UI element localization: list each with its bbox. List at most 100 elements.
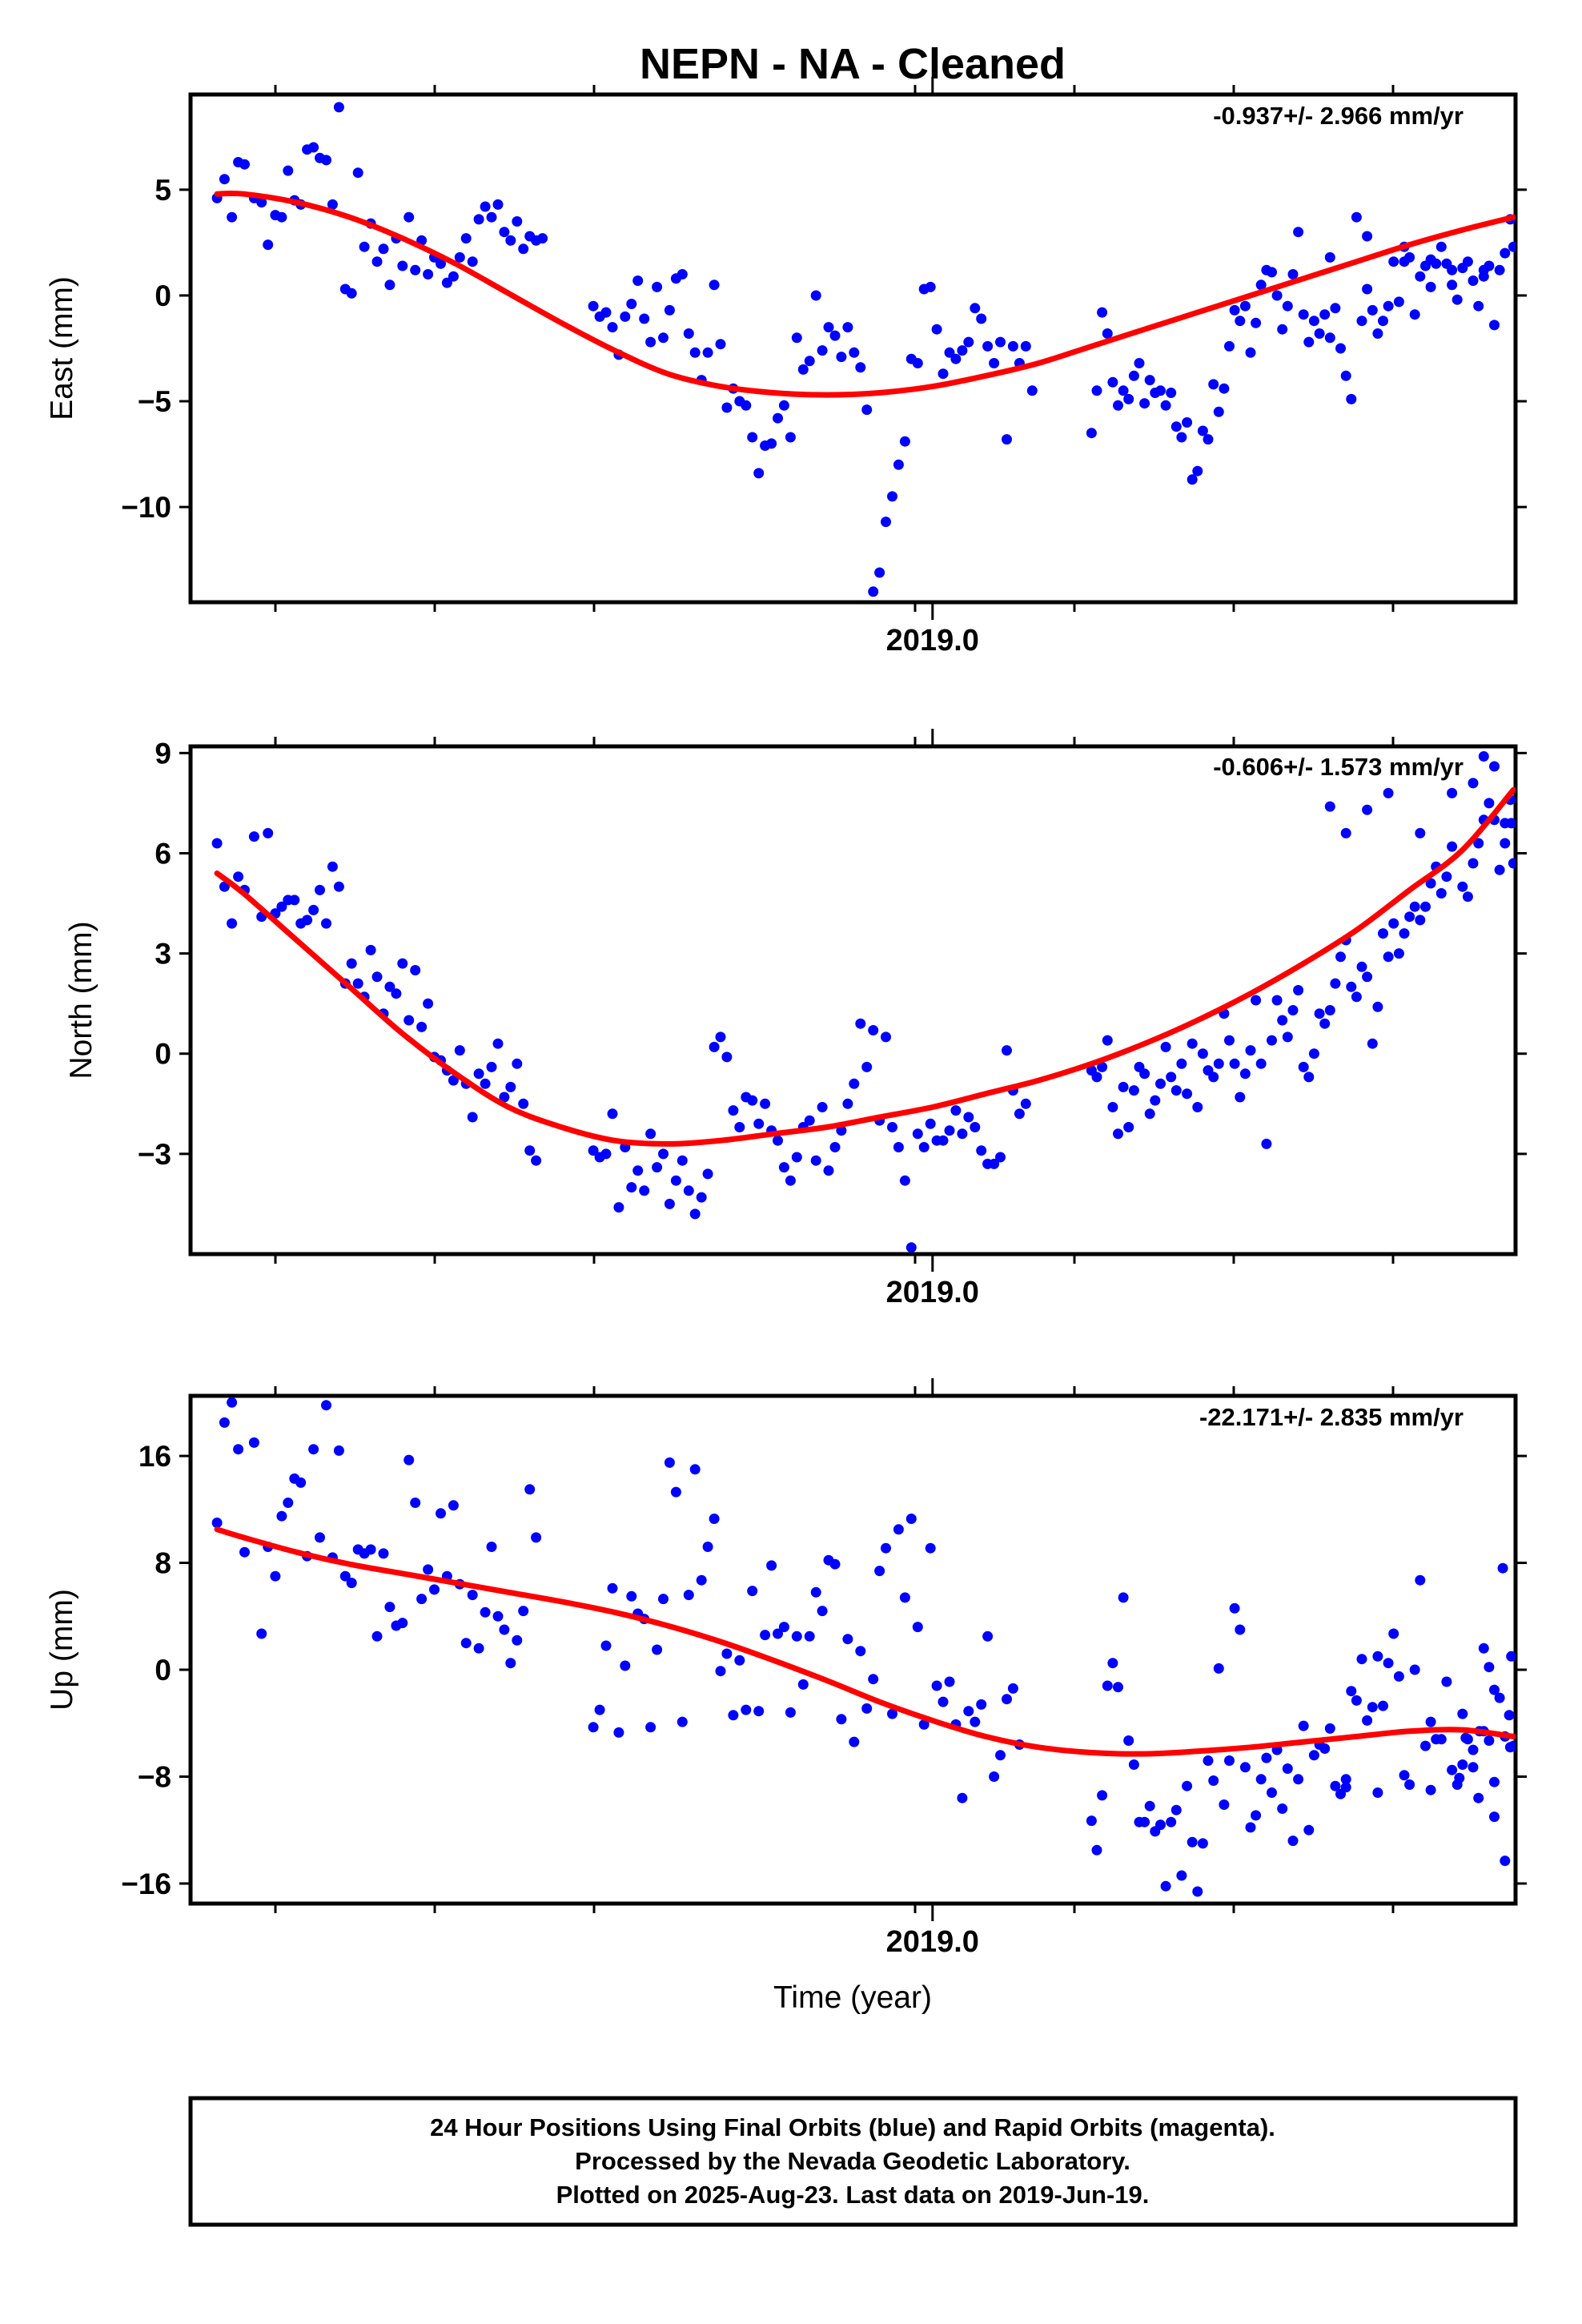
data-point-up-160 <box>1308 1750 1319 1761</box>
xlabel-up: Time (year) <box>773 1980 932 2015</box>
data-point-east-71 <box>715 339 726 350</box>
data-point-east-81 <box>778 400 789 411</box>
footer-line-1: 24 Hour Positions Using Final Orbits (bl… <box>430 2113 1275 2141</box>
data-point-east-120 <box>1026 385 1038 396</box>
rate-label-up: -22.171+/- 2.835 mm/yr <box>1199 1403 1464 1431</box>
data-point-north-155 <box>1277 1015 1288 1026</box>
data-point-east-140 <box>1186 474 1198 485</box>
data-point-up-68 <box>702 1542 713 1552</box>
data-point-east-94 <box>861 404 873 416</box>
data-point-up-46 <box>512 1634 523 1646</box>
data-point-up-65 <box>683 1590 694 1601</box>
data-point-up-63 <box>670 1486 681 1498</box>
data-point-east-105 <box>931 324 942 335</box>
data-point-up-71 <box>721 1648 733 1659</box>
data-point-north-92 <box>855 1018 866 1029</box>
data-point-up-26 <box>384 1602 396 1613</box>
data-point-east-170 <box>1346 393 1357 404</box>
data-point-north-67 <box>696 1192 707 1203</box>
data-point-north-115 <box>1002 1045 1012 1056</box>
data-point-up-95 <box>874 1566 885 1577</box>
data-point-up-205 <box>1489 1811 1500 1823</box>
data-point-east-200 <box>1362 231 1373 242</box>
data-point-north-176 <box>1388 918 1399 929</box>
data-point-up-180 <box>1415 1574 1426 1586</box>
footer-frame <box>188 2096 1518 2227</box>
data-point-east-125 <box>1107 376 1118 388</box>
data-point-north-145 <box>1224 1035 1235 1046</box>
data-point-up-94 <box>868 1674 879 1685</box>
data-point-north-36 <box>448 1075 459 1086</box>
data-point-up-47 <box>518 1606 529 1617</box>
data-point-up-4 <box>239 1546 250 1558</box>
data-point-up-49 <box>531 1532 542 1543</box>
data-point-up-163 <box>1324 1723 1335 1734</box>
data-point-east-75 <box>741 400 752 411</box>
data-point-up-28 <box>397 1618 408 1629</box>
data-point-north-139 <box>1192 1102 1203 1112</box>
data-point-north-3 <box>233 871 244 883</box>
data-point-east-121 <box>1086 428 1097 439</box>
data-point-east-54 <box>607 322 618 333</box>
data-point-north-106 <box>944 1125 955 1136</box>
data-point-up-42 <box>486 1542 497 1552</box>
data-point-north-195 <box>1494 864 1505 875</box>
data-point-north-199 <box>1324 801 1335 812</box>
ytick-label-up-4: −16 <box>121 1868 171 1900</box>
ytick-label-north-4: −3 <box>138 1138 171 1171</box>
data-point-up-40 <box>473 1642 484 1654</box>
data-point-up-105 <box>938 1696 949 1707</box>
data-point-up-177 <box>1399 1770 1410 1781</box>
data-point-north-153 <box>1267 1035 1277 1046</box>
data-point-up-89 <box>836 1714 847 1725</box>
data-point-north-113 <box>989 1158 1000 1169</box>
data-point-up-200 <box>1372 1787 1383 1798</box>
data-point-north-179 <box>1404 911 1415 923</box>
data-point-north-65 <box>683 1185 694 1196</box>
ytick-label-north-2: 3 <box>155 938 171 971</box>
data-point-up-38 <box>460 1638 472 1649</box>
data-point-up-164 <box>1330 1780 1341 1791</box>
data-point-north-205 <box>1468 778 1479 789</box>
data-point-north-14 <box>308 904 319 915</box>
data-point-up-50 <box>588 1722 599 1733</box>
data-point-north-85 <box>810 1155 821 1166</box>
data-point-up-113 <box>989 1771 1000 1782</box>
data-point-east-46 <box>512 216 523 227</box>
data-point-north-58 <box>639 1185 650 1196</box>
data-point-up-209 <box>1454 1772 1465 1783</box>
data-point-north-94 <box>868 1025 879 1035</box>
data-point-east-7 <box>263 239 274 251</box>
data-point-east-18 <box>333 102 344 113</box>
data-point-east-194 <box>1473 300 1484 312</box>
data-point-north-69 <box>709 1041 720 1052</box>
data-point-up-93 <box>861 1703 873 1714</box>
data-point-north-169 <box>1351 991 1362 1003</box>
data-point-up-80 <box>778 1622 789 1633</box>
fit-curve-east <box>214 190 1516 398</box>
data-point-up-175 <box>1388 1628 1399 1639</box>
data-point-east-80 <box>773 412 783 424</box>
data-point-north-122 <box>1102 1035 1113 1046</box>
data-point-up-135 <box>1176 1870 1187 1881</box>
ytick-label-north-1: 6 <box>155 837 171 870</box>
data-point-east-142 <box>1197 425 1208 436</box>
data-point-up-124 <box>1118 1592 1129 1603</box>
data-point-east-107 <box>944 347 955 358</box>
data-point-north-13 <box>302 915 313 926</box>
rate-label-east: -0.937+/- 2.966 mm/yr <box>1213 102 1464 130</box>
data-point-east-4 <box>239 159 250 170</box>
data-point-north-204 <box>1447 787 1458 798</box>
data-point-up-20 <box>346 1578 357 1589</box>
rate-label-north: -0.606+/- 1.573 mm/yr <box>1213 753 1464 781</box>
data-point-east-149 <box>1235 316 1246 327</box>
data-point-north-71 <box>721 1051 733 1063</box>
data-point-up-90 <box>842 1634 853 1645</box>
ytick-label-north-0: 9 <box>155 737 171 770</box>
data-point-up-131 <box>1155 1819 1166 1831</box>
data-point-east-58 <box>632 275 644 286</box>
data-point-north-143 <box>1213 1058 1224 1069</box>
data-point-east-16 <box>321 155 331 166</box>
